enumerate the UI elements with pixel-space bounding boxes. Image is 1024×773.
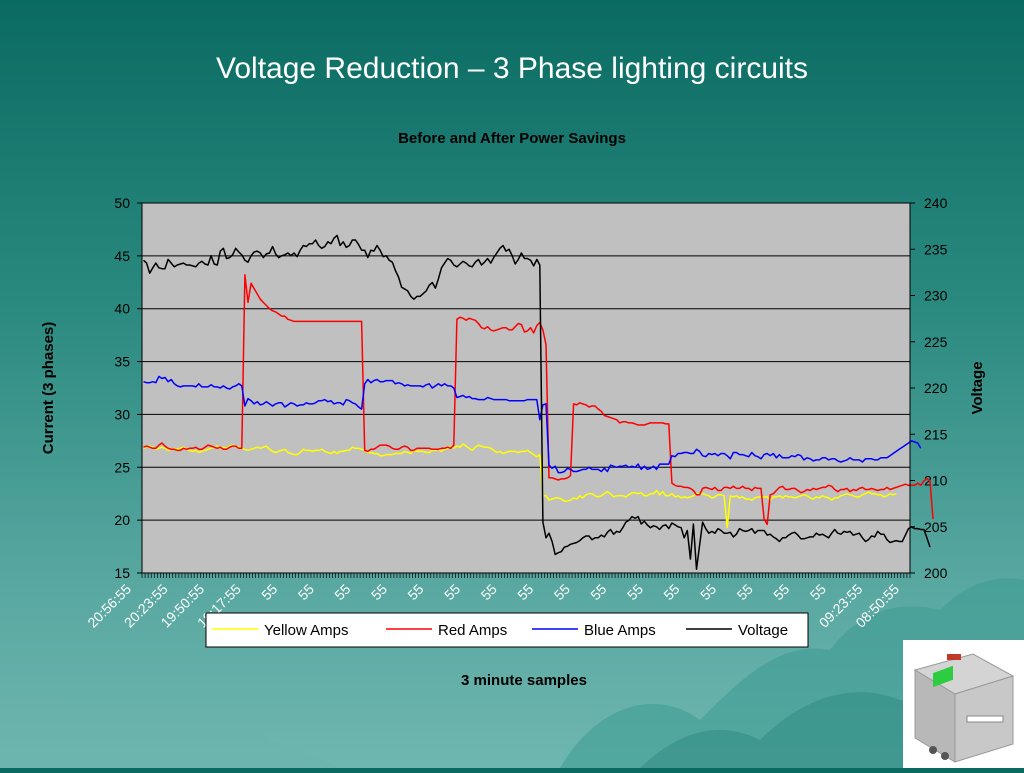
y2-tick-label: 225: [924, 334, 948, 350]
legend-label: Yellow Amps: [264, 622, 349, 639]
x-tick-label: 55: [404, 581, 426, 603]
voltage-optimiser-unit-icon: [903, 640, 1024, 768]
legend: Yellow Amps Red Amps Blue Amps Voltage: [206, 613, 808, 647]
x-tick-label: 55: [660, 581, 682, 603]
x-tick-label: 55: [478, 581, 500, 603]
y2-tick-label: 210: [924, 473, 948, 489]
x-tick-label: 55: [624, 581, 646, 603]
y2-axis-title: Voltage: [969, 361, 986, 414]
y-axis-ticks: 15 20 25 30 35 40 45 50: [114, 195, 142, 581]
legend-label: Red Amps: [438, 622, 507, 639]
y-tick-label: 25: [114, 459, 130, 475]
y2-tick-label: 235: [924, 241, 948, 257]
y2-tick-label: 200: [924, 565, 948, 581]
y-tick-label: 30: [114, 406, 130, 422]
x-tick-label: 55: [807, 581, 829, 603]
chart: Before and After Power Savings 15 20 25 30 3…: [0, 0, 1024, 768]
x-tick-label: 55: [734, 581, 756, 603]
x-tick-label: 55: [697, 581, 719, 603]
x-tick-label: 55: [770, 581, 792, 603]
y-tick-label: 50: [114, 195, 130, 211]
x-tick-label: 55: [514, 581, 536, 603]
y-axis-title: Current (3 phases): [40, 322, 57, 455]
x-tick-label: 55: [331, 581, 353, 603]
chart-title: Before and After Power Savings: [398, 130, 626, 147]
y2-tick-label: 220: [924, 380, 948, 396]
x-tick-label: 55: [587, 581, 609, 603]
y-tick-label: 20: [114, 512, 130, 528]
y2-axis-ticks: 200 205 210 215 220 225 230 235 240: [910, 195, 948, 581]
y2-tick-label: 230: [924, 288, 948, 304]
y2-tick-label: 205: [924, 519, 948, 535]
y2-tick-label: 215: [924, 426, 948, 442]
y-tick-label: 45: [114, 248, 130, 264]
y-tick-label: 35: [114, 354, 130, 370]
legend-label: Blue Amps: [584, 622, 656, 639]
x-tick-label: 55: [551, 581, 573, 603]
x-tick-label: 55: [441, 581, 463, 603]
x-tick-label: 55: [295, 581, 317, 603]
x-axis-title: 3 minute samples: [461, 672, 587, 689]
legend-label: Voltage: [738, 622, 788, 639]
x-tick-label: 55: [258, 581, 280, 603]
x-tick-label: 55: [368, 581, 390, 603]
y-tick-label: 15: [114, 565, 130, 581]
y-tick-label: 40: [114, 301, 130, 317]
y2-tick-label: 240: [924, 195, 948, 211]
